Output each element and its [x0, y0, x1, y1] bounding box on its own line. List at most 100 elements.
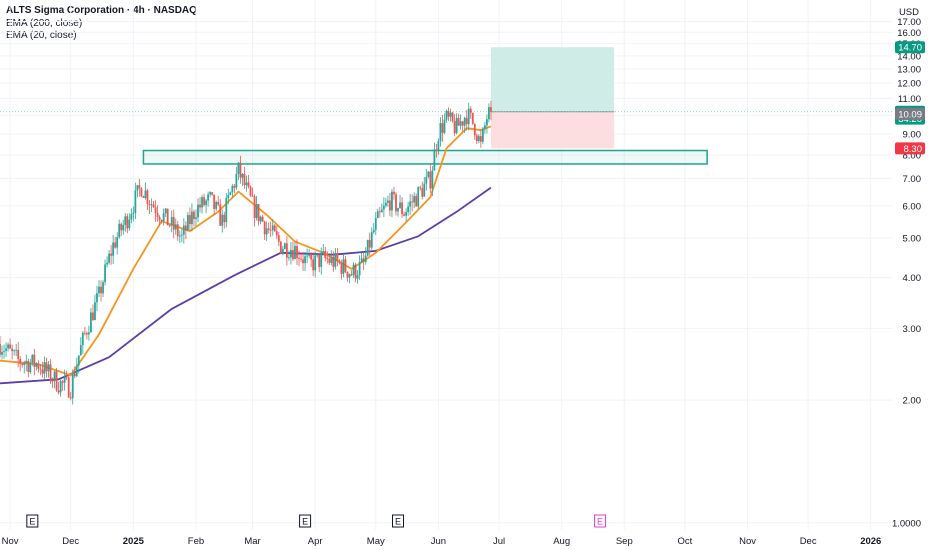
candle-body-168 [338, 260, 341, 263]
price-badge-4 [895, 142, 925, 155]
candle-body-56 [112, 242, 115, 256]
candle-body-1 [1, 351, 3, 355]
candle-body-126 [253, 196, 256, 218]
earnings-marker-label-3: E [597, 517, 603, 527]
candle-body-6 [11, 348, 14, 352]
candle-body-106 [213, 194, 216, 209]
candle-body-11 [21, 363, 24, 365]
candle-body-196 [395, 194, 397, 212]
candle-body-85 [170, 217, 173, 226]
candle-body-191 [384, 202, 387, 206]
candle-body-225 [453, 121, 456, 134]
candle-body-108 [217, 202, 220, 205]
candle-body-210 [423, 183, 426, 197]
candle-body-110 [221, 214, 224, 226]
time-axis[interactable]: Nov Dec 2025 Feb Mar Apr May Jun Jul Aug Sep Oct Nov… [2, 536, 882, 547]
candle-body-181 [364, 255, 367, 263]
candle-body-109 [219, 204, 222, 226]
candle-body-41 [81, 332, 84, 346]
candle-body-138 [277, 235, 280, 242]
candle-body-95 [191, 211, 193, 225]
candle-body-54 [108, 253, 110, 263]
candle-body-153 [308, 255, 311, 256]
time-tick-1: Dec [62, 536, 79, 547]
candle-body-113 [227, 194, 230, 198]
candle-body-44 [87, 332, 90, 335]
candle-body-107 [215, 202, 218, 209]
long-position-tool[interactable] [490, 47, 615, 149]
candle-body-231 [465, 117, 468, 125]
candle-body-74 [148, 203, 151, 205]
candle-body-73 [146, 190, 149, 204]
candle-body-111 [223, 214, 226, 223]
candle-body-79 [158, 217, 161, 220]
candle-body-197 [397, 208, 399, 212]
candle-body-204 [411, 201, 414, 203]
ema20-path [0, 125, 492, 377]
candle-body-88 [176, 224, 179, 237]
candle-body-65 [130, 214, 133, 220]
target-area [490, 47, 615, 112]
candle-body-119 [239, 162, 242, 178]
indicator-ema20-label[interactable]: EMA (20, close) [6, 30, 77, 41]
candle-body-77 [154, 207, 157, 214]
candle-body-52 [104, 264, 106, 283]
price-tick-4: 13.00 [897, 64, 921, 75]
candle-body-229 [461, 121, 464, 126]
candle-body-194 [391, 191, 393, 211]
ema200-path [0, 186, 492, 385]
candle-body-48 [96, 293, 98, 303]
candle-body-10 [19, 359, 22, 364]
candle-body-37 [73, 373, 76, 377]
candle-body-206 [415, 196, 418, 207]
candle-body-237 [477, 136, 480, 142]
candle-body-102 [205, 200, 207, 206]
candle-body-218 [439, 123, 442, 142]
candle-body-180 [362, 258, 365, 263]
candle-body-232 [467, 108, 470, 125]
candle-body-12 [23, 363, 26, 365]
candle-body-78 [156, 213, 159, 218]
candle-body-234 [471, 112, 474, 124]
candle-body-195 [393, 191, 395, 195]
candle-body-203 [409, 201, 412, 207]
support-zone[interactable] [142, 149, 708, 165]
candle-body-39 [77, 355, 80, 366]
candle-body-67 [134, 190, 137, 213]
candle-body-224 [451, 112, 454, 122]
candle-body-87 [174, 224, 177, 230]
candle-body-177 [356, 275, 359, 279]
candle-body-223 [449, 112, 452, 117]
indicator-ema200-label[interactable]: EMA (200, close) [6, 17, 83, 29]
candle-body-149 [300, 258, 302, 260]
candle-body-161 [324, 251, 327, 258]
stop-area [490, 111, 615, 149]
candle-body-207 [417, 187, 420, 207]
candle-body-2 [3, 351, 5, 352]
candle-body-185 [372, 229, 375, 233]
candle-body-164 [330, 256, 333, 263]
candle-body-86 [172, 217, 175, 230]
candle-body-189 [380, 209, 383, 213]
candle-body-121 [243, 173, 246, 186]
candle-body-242 [488, 107, 490, 120]
earnings-marker-2 [392, 514, 405, 528]
grid-lines [0, 0, 893, 530]
candle-body-40 [79, 345, 82, 356]
candle-body-123 [247, 182, 250, 187]
candle-body-49 [98, 286, 100, 294]
earnings-marker-label-0: E [29, 517, 35, 527]
candle-body-201 [405, 211, 407, 216]
candle-body-68 [136, 185, 139, 191]
candle-body-238 [479, 136, 482, 142]
candle-body-92 [184, 225, 187, 231]
candle-body-227 [457, 118, 460, 126]
candle-body-131 [263, 221, 266, 235]
candle-body-104 [209, 192, 212, 195]
candle-body-28 [55, 371, 58, 391]
price-axis[interactable]: 17.0016.0015.0014.0013.0012.0011.0010.00… [892, 7, 921, 529]
candle-body-64 [128, 219, 131, 229]
price-tick-14: 3.00 [903, 324, 922, 335]
